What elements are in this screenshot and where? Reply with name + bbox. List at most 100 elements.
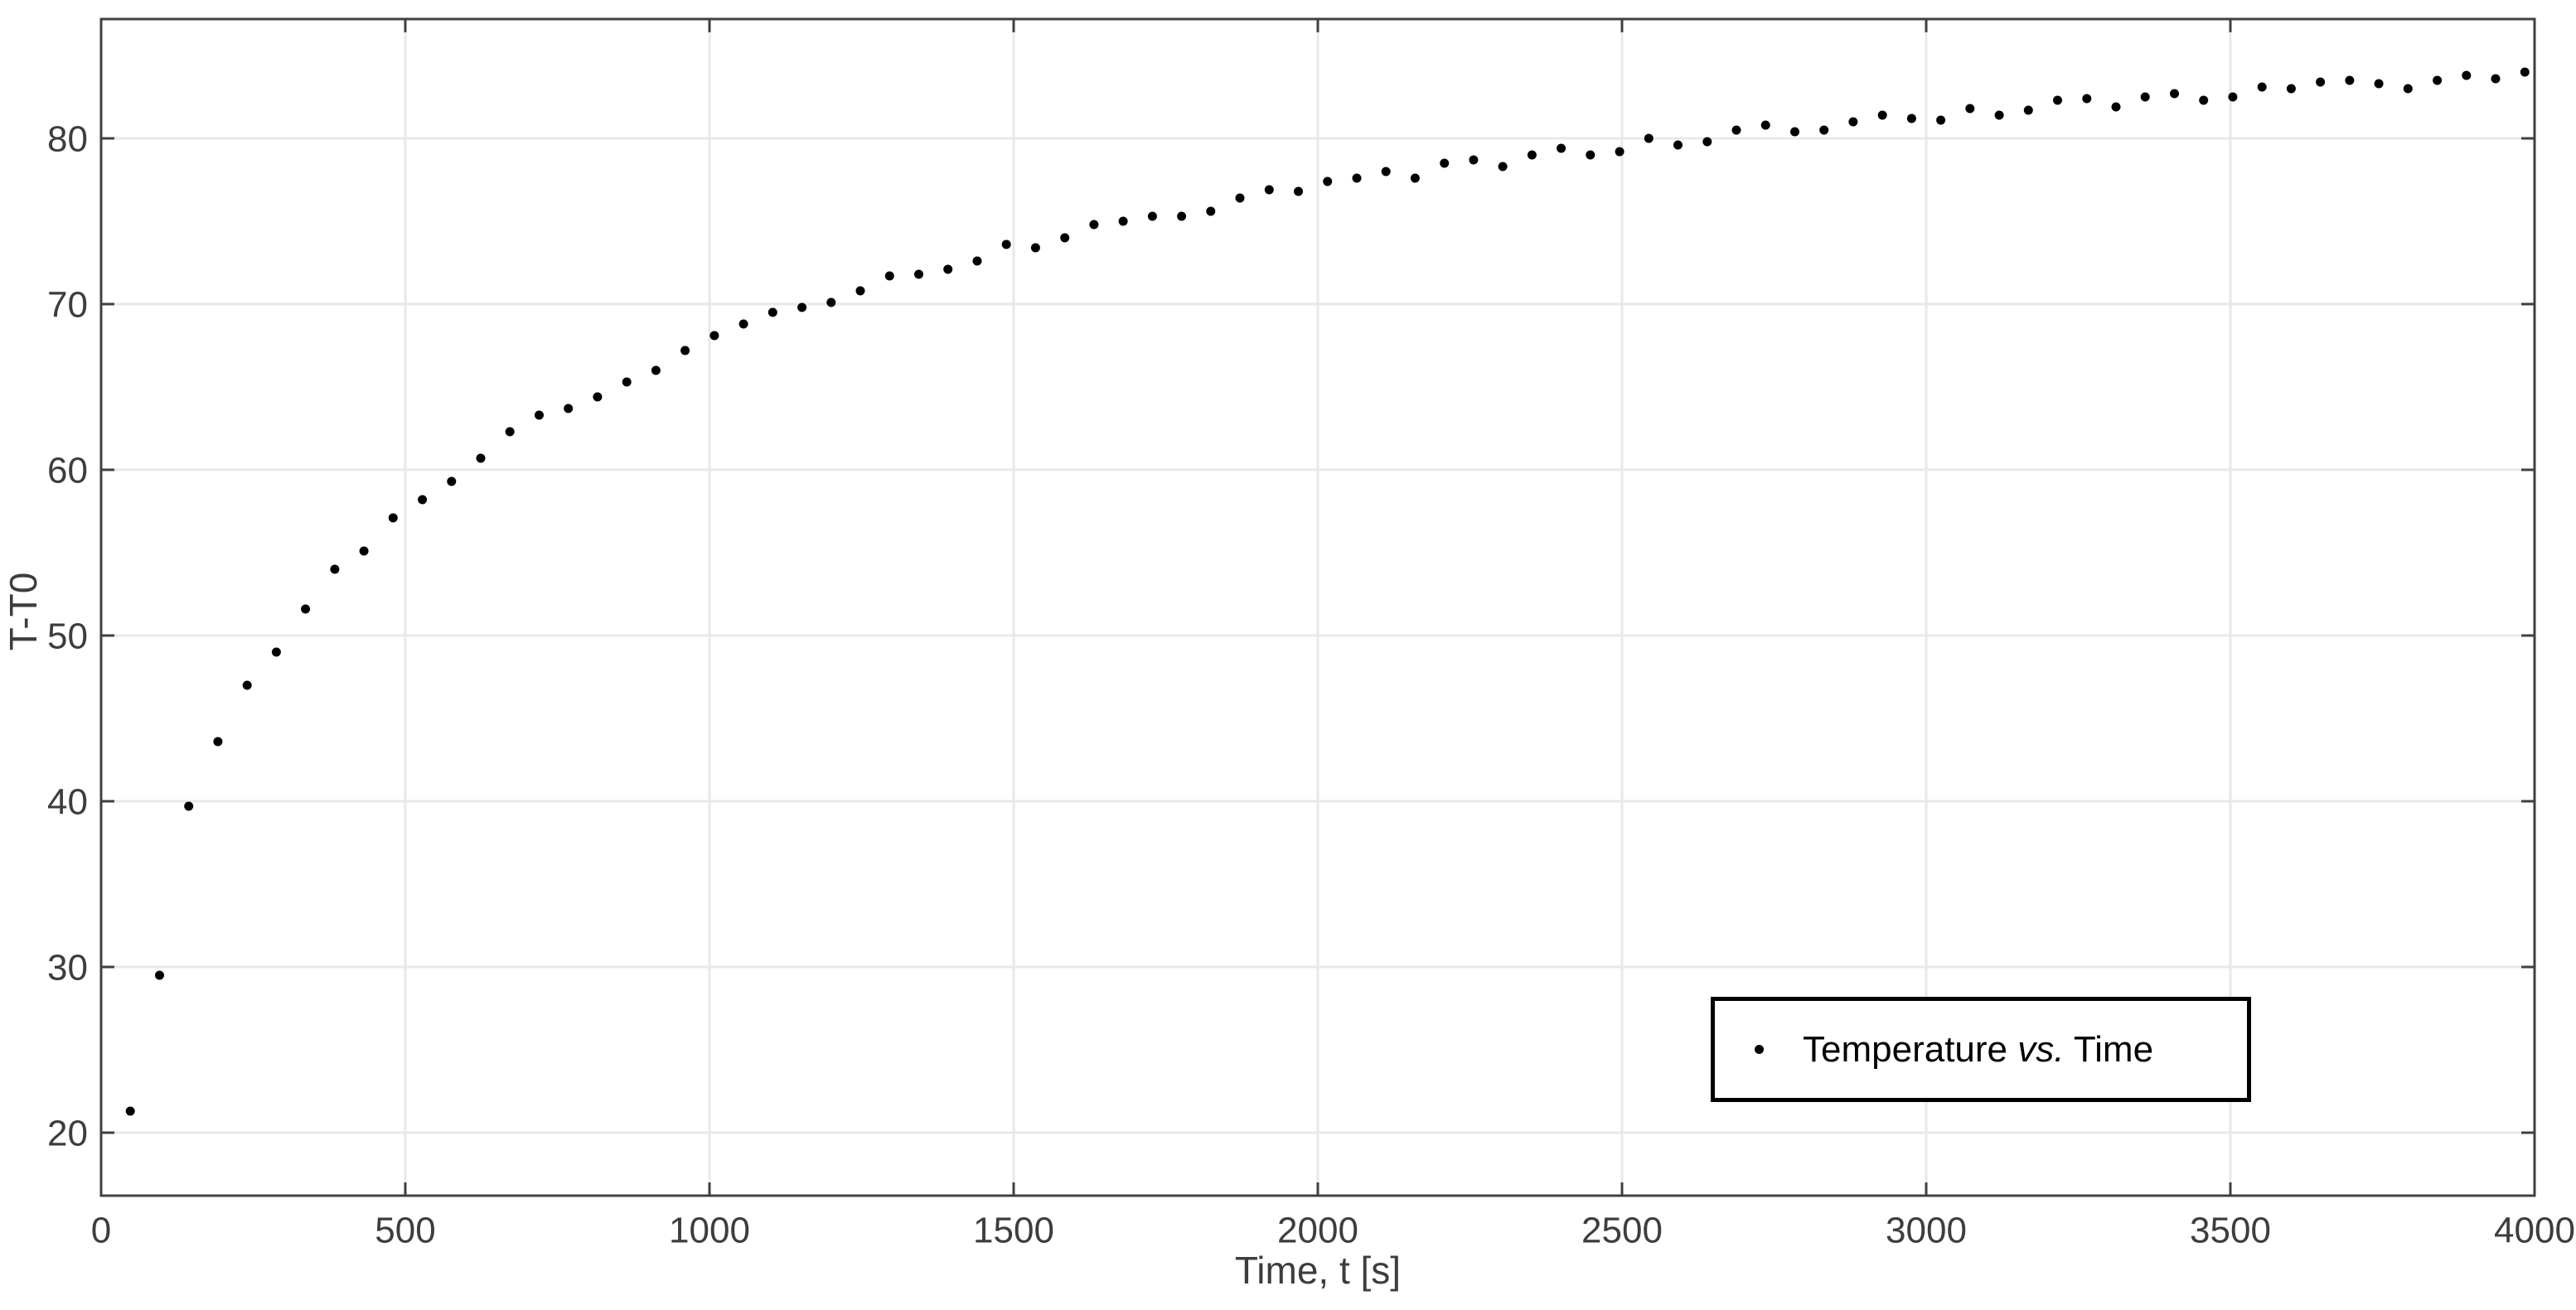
legend-marker-slot: [1715, 1045, 1803, 1054]
data-point: [2462, 70, 2472, 80]
data-point: [330, 564, 340, 574]
data-point: [2199, 95, 2209, 105]
data-point: [943, 264, 953, 274]
data-point: [2140, 92, 2150, 102]
legend-entry-label: Temperature vs. Time: [1803, 1029, 2153, 1071]
data-point: [884, 271, 894, 281]
data-point: [1644, 133, 1654, 143]
legend-label-prefix: Temperature: [1803, 1028, 2018, 1070]
data-point: [1089, 220, 1099, 230]
data-point: [447, 476, 457, 486]
data-point: [1147, 211, 1157, 221]
data-point: [564, 404, 574, 413]
data-point: [1994, 110, 2004, 120]
data-point: [680, 346, 690, 355]
data-point: [709, 331, 719, 341]
y-tick-label: 30: [47, 947, 88, 988]
data-point: [2228, 92, 2238, 102]
data-point: [767, 307, 777, 317]
data-point: [505, 427, 515, 437]
data-point: [1586, 150, 1595, 160]
data-point: [1060, 233, 1070, 243]
data-point: [301, 604, 311, 614]
plot-border: [99, 17, 2536, 1197]
x-tick-label: 2000: [1277, 1210, 1358, 1250]
x-tick-label: 2500: [1581, 1210, 1663, 1250]
data-point: [1235, 193, 1245, 203]
x-tick-label: 1500: [973, 1210, 1054, 1250]
data-point: [972, 256, 982, 266]
data-point: [1790, 127, 1799, 137]
data-point: [1264, 185, 1274, 195]
data-points: [125, 67, 2530, 1116]
x-tick-label: 3000: [1886, 1210, 1967, 1250]
data-point: [2082, 94, 2092, 104]
data-point: [476, 453, 486, 463]
y-axis-label: T-T0: [2, 572, 45, 651]
data-point: [2491, 74, 2501, 84]
legend-label-suffix: Time: [2064, 1028, 2154, 1070]
data-point: [2374, 79, 2384, 89]
data-point: [2433, 75, 2443, 85]
x-tick-label: 500: [375, 1210, 435, 1250]
data-point: [388, 513, 398, 523]
data-point: [184, 801, 194, 811]
data-point: [1527, 150, 1537, 160]
data-point: [2257, 82, 2267, 92]
data-point: [855, 286, 865, 296]
data-point: [622, 377, 632, 387]
y-tick-label: 80: [47, 118, 88, 159]
x-tick-label: 4000: [2494, 1210, 2575, 1250]
data-point: [1877, 110, 1887, 120]
x-tick-label: 3500: [2190, 1210, 2271, 1250]
data-point: [2286, 84, 2296, 94]
data-point: [797, 302, 807, 312]
data-point: [418, 495, 428, 505]
data-point: [1498, 162, 1508, 172]
data-point: [738, 319, 748, 329]
data-point: [359, 546, 369, 556]
data-point: [2316, 77, 2326, 87]
data-point: [1906, 114, 1916, 123]
data-point: [535, 410, 544, 420]
data-point: [1469, 155, 1479, 165]
y-axis-tick-labels: 20 30 40 50 60 70 80: [47, 118, 88, 1153]
data-point: [1848, 117, 1858, 127]
data-point: [1440, 158, 1450, 168]
x-axis-tick-labels: 0 500 1000 1500 2000 2500 3000 3500 4000: [91, 1210, 2575, 1250]
data-point: [2345, 75, 2355, 85]
y-tick-label: 70: [47, 284, 88, 325]
data-point: [1118, 216, 1128, 226]
data-point: [1936, 115, 1946, 125]
data-point: [1410, 173, 1420, 183]
y-tick-label: 20: [47, 1113, 88, 1153]
data-point: [1381, 167, 1391, 176]
data-point: [213, 737, 223, 747]
data-point: [242, 680, 252, 690]
y-tick-label: 60: [47, 450, 88, 491]
data-point: [2053, 95, 2062, 105]
data-point: [1001, 239, 1011, 249]
data-point: [1673, 140, 1683, 150]
legend-label-italic: vs.: [2017, 1028, 2065, 1070]
data-point: [1557, 143, 1566, 153]
data-point: [1323, 176, 1333, 186]
data-point: [1294, 186, 1303, 196]
x-axis-label: Time, t [s]: [1234, 1249, 1402, 1292]
data-point: [1760, 120, 1770, 130]
data-point: [1731, 125, 1741, 135]
data-point: [651, 365, 661, 375]
data-point: [914, 269, 923, 279]
x-tick-label: 0: [91, 1210, 111, 1250]
data-point: [593, 392, 603, 402]
data-point: [1030, 243, 1040, 253]
data-point: [1206, 206, 1216, 216]
data-point: [2403, 84, 2413, 94]
y-tick-label: 40: [47, 781, 88, 822]
data-point: [2170, 89, 2179, 99]
data-point: [155, 970, 164, 980]
data-point: [1702, 137, 1712, 147]
y-tick-label: 50: [47, 616, 88, 656]
